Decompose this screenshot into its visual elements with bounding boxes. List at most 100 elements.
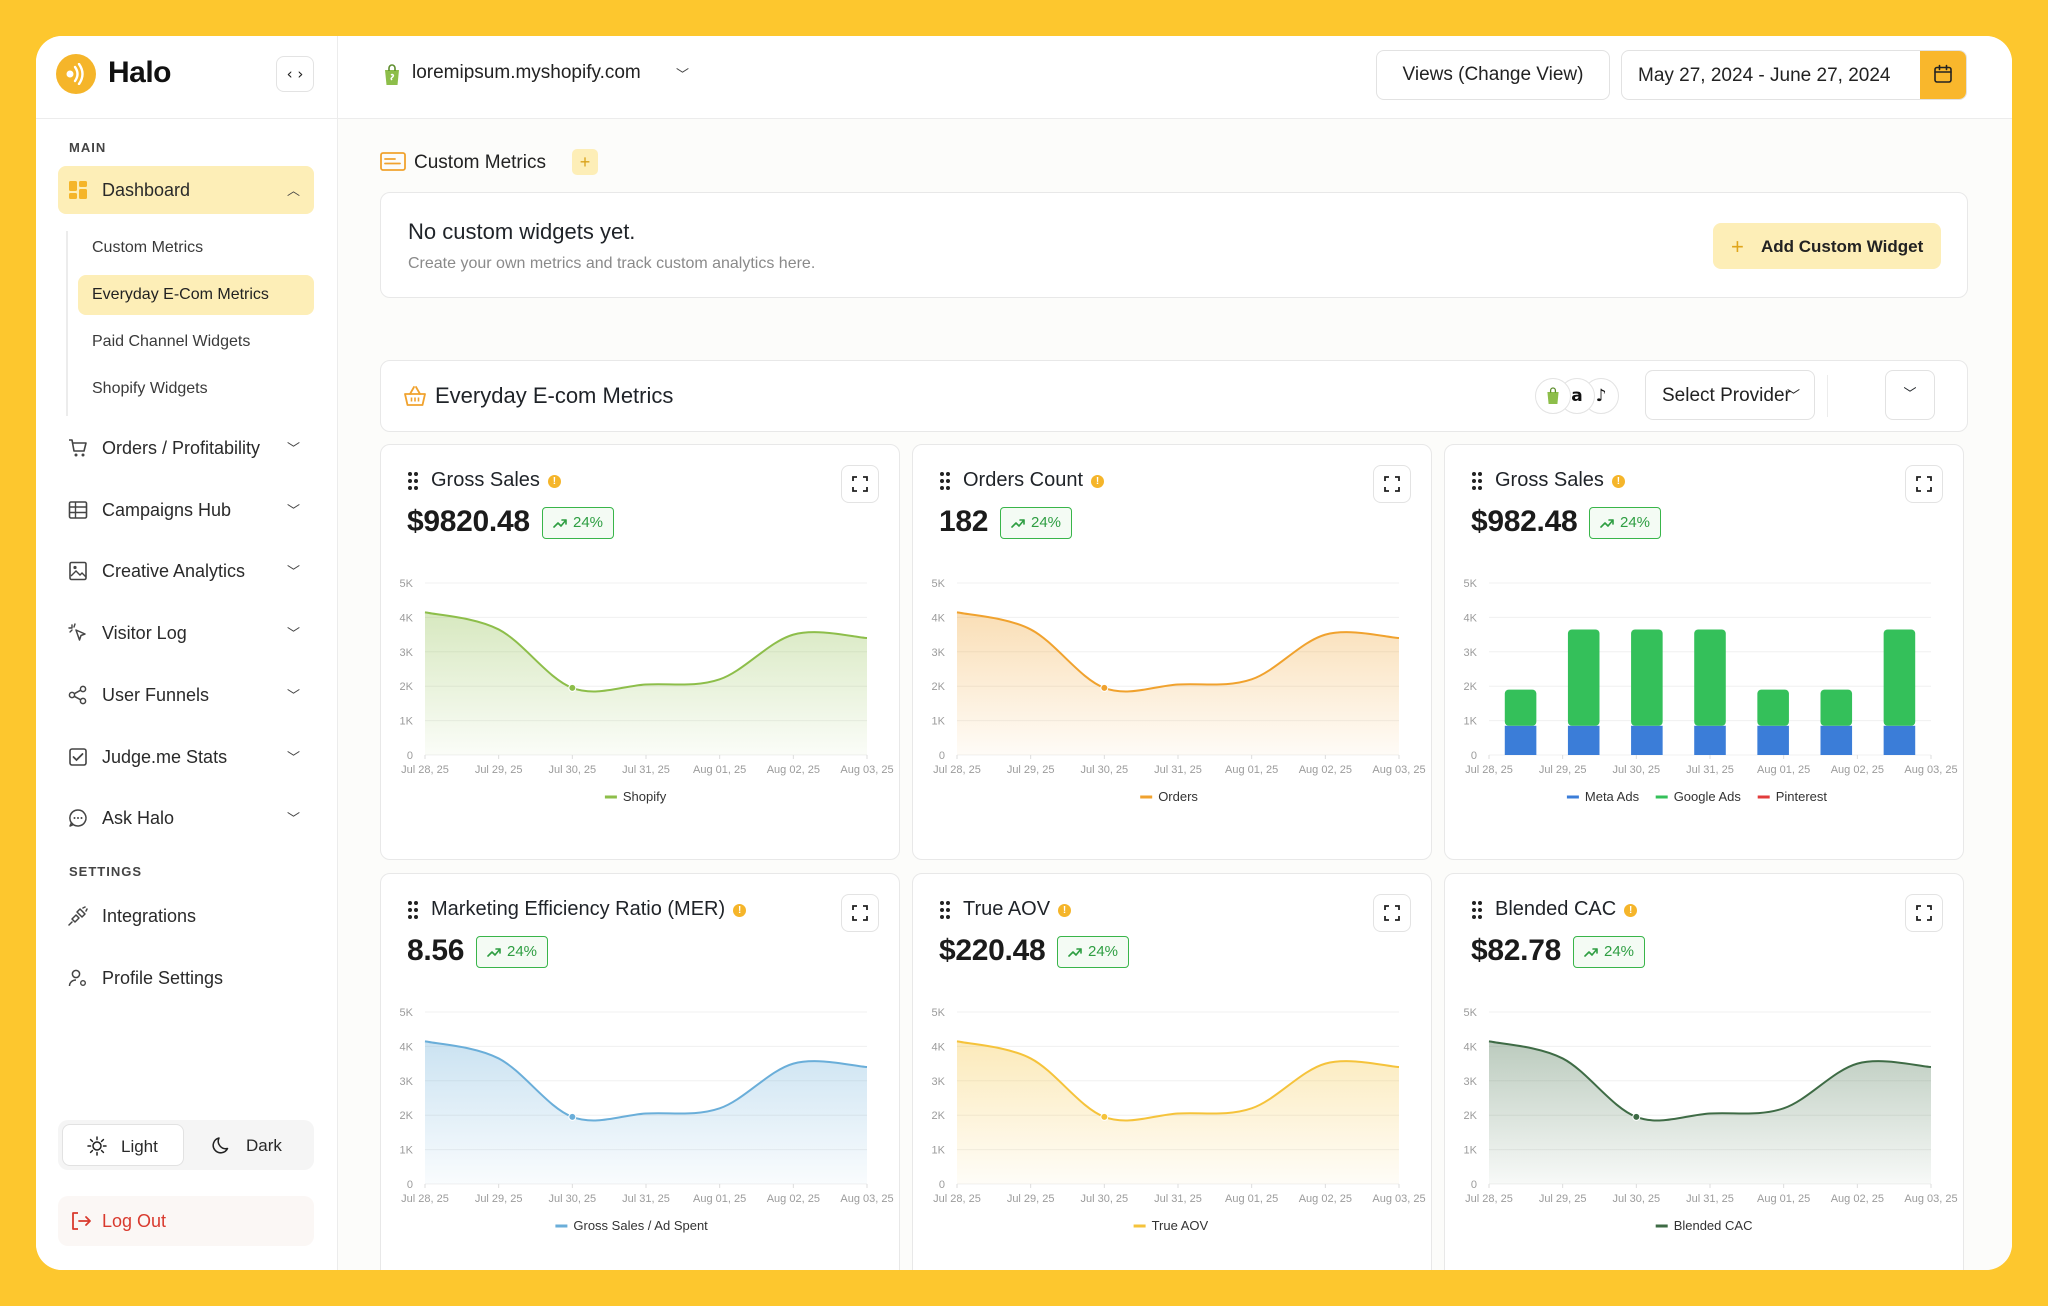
y-tick-label: 3K [400,647,414,659]
x-tick-label: Aug 02, 25 [767,764,820,776]
chart-true-aov: 0 1K 2K 3K 4K 5K Jul 28, 25 Jul 29, 25 Jul 30, 2… [932,1007,1426,1233]
cart-icon [69,439,87,457]
x-tick-label: Jul 31, 25 [1154,764,1202,776]
bar-google-ads[interactable] [1694,629,1726,726]
ecom-metrics-section-header: Everyday E-com Metrics a ♪ Select Provid… [380,360,1968,432]
collapse-section-button[interactable]: ﹀ [1885,370,1935,420]
change-value: 24% [1088,943,1119,960]
share-icon [68,685,87,705]
x-tick-label: Aug 02, 25 [1299,1193,1352,1205]
drag-handle-icon[interactable] [1471,471,1483,491]
data-point[interactable] [1632,1112,1641,1121]
collapse-sidebar-button[interactable]: ‹ › [276,56,314,92]
expand-widget-button[interactable] [1373,465,1411,503]
bar-meta-ads[interactable] [1631,725,1663,755]
y-tick-label: 0 [939,750,945,762]
add-custom-widget-button[interactable]: + Add Custom Widget [1713,223,1941,269]
sidebar-item-visitor-log[interactable]: Visitor Log ﹀ [58,609,314,657]
empty-state-subtitle: Create your own metrics and track custom… [408,255,816,272]
y-tick-label: 5K [400,578,414,590]
legend-item-blended-cac[interactable]: Blended CAC [1655,1218,1753,1233]
drag-handle-icon[interactable] [1471,900,1483,920]
bar-meta-ads[interactable] [1504,725,1537,755]
sidebar-item-orders-profitability[interactable]: Orders / Profitability ﹀ [58,424,314,472]
trend-up-icon [553,519,567,528]
info-icon[interactable]: ! [1611,475,1625,488]
logout-button[interactable]: Log Out [58,1196,314,1246]
sidebar-item-label: Campaigns Hub [102,500,232,520]
sidebar-item-label: Dashboard [102,180,191,200]
expand-widget-button[interactable] [1905,465,1943,503]
change-view-button[interactable]: Views (Change View) [1376,50,1610,100]
expand-widget-button[interactable] [841,465,879,503]
select-provider-dropdown[interactable]: Select Provider ﹀ [1645,370,1815,420]
sidebar-item-label: Creative Analytics [102,561,246,581]
bar-google-ads[interactable] [1567,629,1600,726]
bar-meta-ads[interactable] [1567,725,1600,755]
y-tick-label: 0 [939,1179,945,1191]
drag-handle-icon[interactable] [407,900,419,920]
bar-google-ads[interactable] [1504,689,1537,726]
y-tick-label: 5K [400,1007,414,1019]
x-tick-label: Aug 03, 25 [840,1193,893,1205]
bar-google-ads[interactable] [1883,629,1916,726]
sidebar-subitem-everyday-ecom-metrics[interactable]: Everyday E-Com Metrics [78,275,314,315]
widget-title: Gross Sales! [431,469,561,492]
sidebar-item-dashboard[interactable]: Dashboard ︿ [58,166,314,214]
expand-icon [1916,905,1932,921]
ecom-metrics-title: Everyday E-com Metrics [435,383,674,408]
bar-meta-ads[interactable] [1694,725,1726,755]
sidebar-item-profile-settings[interactable]: Profile Settings [58,954,314,1002]
sidebar-subitem-paid-channel-widgets[interactable]: Paid Channel Widgets [78,322,314,362]
data-point[interactable] [568,1112,577,1121]
legend-item-google-ads[interactable]: Google Ads [1655,789,1742,804]
widget-title-text: Blended CAC [1495,898,1617,920]
sidebar-subitem-custom-metrics[interactable]: Custom Metrics [78,228,314,268]
drag-handle-icon[interactable] [407,471,419,491]
legend-item-true-aov[interactable]: True AOV [1133,1218,1209,1233]
info-icon[interactable]: ! [1058,904,1072,917]
sidebar-item-campaigns-hub[interactable]: Campaigns Hub ﹀ [58,486,314,534]
date-range-picker[interactable]: May 27, 2024 - June 27, 2024 [1621,50,1967,100]
info-icon[interactable]: ! [733,904,747,917]
drag-handle-icon[interactable] [939,900,951,920]
sidebar-item-judgeme-stats[interactable]: Judge.me Stats ﹀ [58,733,314,781]
sidebar-subitem-shopify-widgets[interactable]: Shopify Widgets [78,369,314,409]
bar-google-ads[interactable] [1631,629,1663,726]
sidebar-item-creative-analytics[interactable]: Creative Analytics ﹀ [58,547,314,595]
legend-item-gross-sales-ad-spent[interactable]: Gross Sales / Ad Spent [555,1218,708,1233]
bar-google-ads[interactable] [1820,689,1853,726]
bar-meta-ads[interactable] [1820,725,1853,755]
add-custom-metric-icon-button[interactable]: + [572,149,598,175]
widget-value: $82.78 [1471,934,1561,967]
y-tick-label: 3K [932,647,946,659]
sidebar-item-integrations[interactable]: Integrations [58,892,314,940]
date-range-label: May 27, 2024 - June 27, 2024 [1638,65,1891,86]
expand-widget-button[interactable] [1905,894,1943,932]
legend-item-meta-ads[interactable]: Meta Ads [1566,789,1640,804]
x-tick-label: Aug 01, 25 [693,1193,746,1205]
bar-google-ads[interactable] [1757,689,1789,726]
data-point[interactable] [568,683,577,692]
bar-meta-ads[interactable] [1883,725,1916,755]
legend-item-orders[interactable]: Orders [1140,789,1198,804]
drag-handle-icon[interactable] [939,471,951,491]
legend-item-pinterest[interactable]: Pinterest [1757,789,1828,804]
calendar-button[interactable] [1920,51,1966,99]
info-icon[interactable]: ! [1624,904,1638,917]
info-icon[interactable]: ! [547,475,561,488]
data-point[interactable] [1100,1112,1109,1121]
sidebar-item-ask-halo[interactable]: Ask Halo ﹀ [58,794,314,842]
info-icon[interactable]: ! [1091,475,1105,488]
chevron-down-icon: ﹀ [286,627,300,642]
expand-widget-button[interactable] [841,894,879,932]
theme-dark-button[interactable]: Dark [188,1124,310,1166]
theme-light-button[interactable]: Light [62,1124,184,1166]
legend-item-shopify[interactable]: Shopify [604,789,667,804]
bar-meta-ads[interactable] [1757,725,1789,755]
data-point[interactable] [1100,683,1109,692]
provider-icons: a ♪ [1535,378,1619,414]
sidebar-item-user-funnels[interactable]: User Funnels ﹀ [58,671,314,719]
series-area-blended-cac [1489,1041,1931,1184]
expand-widget-button[interactable] [1373,894,1411,932]
